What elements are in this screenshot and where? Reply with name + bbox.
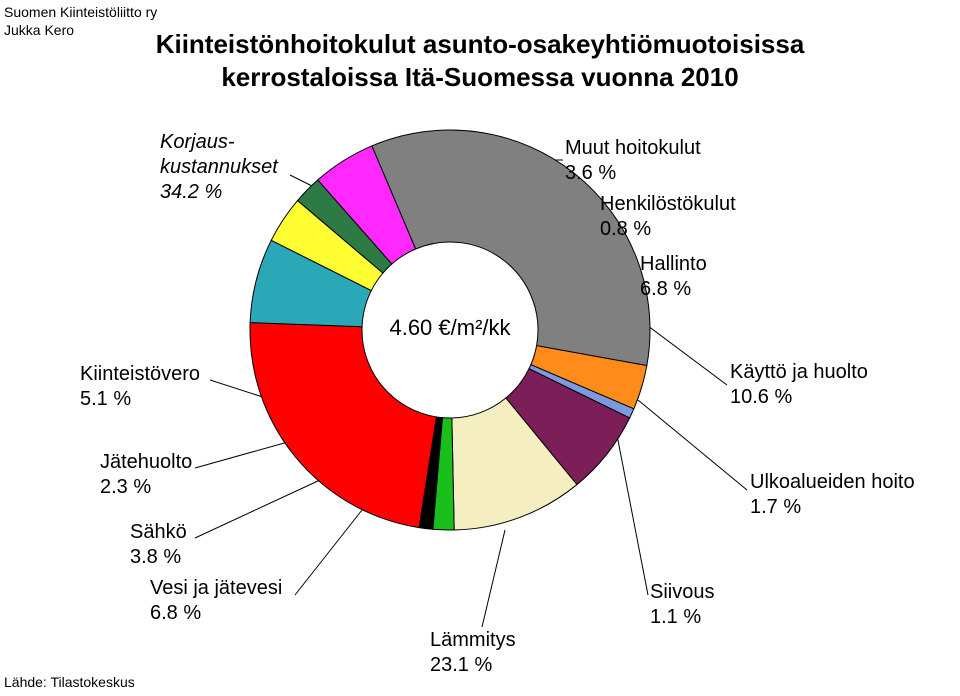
label-sahko: Sähkö3.8 %	[130, 520, 187, 570]
label-vesi: Vesi ja jätevesi6.8 %	[150, 576, 282, 626]
label-siivous: Siivous1.1 %	[650, 580, 714, 630]
label-ulko: Ulkoalueiden hoito1.7 %	[750, 470, 915, 520]
header-author: Jukka Kero	[4, 22, 74, 38]
label-lammitys: Lämmitys23.1 %	[430, 628, 516, 678]
page-title: Kiinteistönhoitokulut asunto-osakeyhtiöm…	[100, 28, 860, 93]
title-line-2: kerrostaloissa Itä-Suomessa vuonna 2010	[221, 62, 738, 92]
source-text: Lähde: Tilastokeskus	[4, 674, 135, 690]
leader-lammitys	[482, 530, 505, 627]
label-hallinto: Hallinto6.8 %	[640, 252, 707, 302]
label-korjaus: Korjaus-kustannukset34.2 %	[160, 130, 278, 205]
center-label: 4.60 €/m²/kk	[240, 315, 660, 341]
label-muut: Muut hoitokulut3.6 %	[565, 136, 701, 186]
slice-lammitys	[250, 323, 436, 528]
label-henkilosto: Henkilöstökulut0.8 %	[600, 192, 736, 242]
label-jate: Jätehuolto2.3 %	[100, 450, 192, 500]
label-kaytto: Käyttö ja huolto10.6 %	[730, 360, 868, 410]
label-vero: Kiinteistövero5.1 %	[80, 362, 200, 412]
header-org: Suomen Kiinteistöliitto ry	[4, 4, 157, 20]
title-line-1: Kiinteistönhoitokulut asunto-osakeyhtiöm…	[156, 29, 805, 59]
